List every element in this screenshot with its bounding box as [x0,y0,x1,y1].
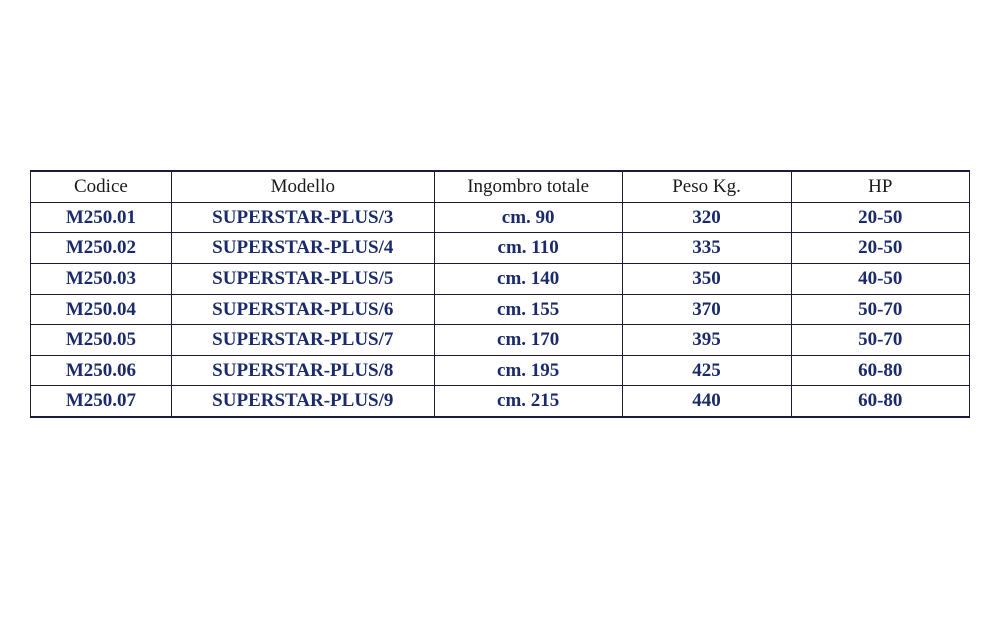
cell-codice: M250.03 [31,263,172,294]
table-row: M250.07 SUPERSTAR-PLUS/9 cm. 215 440 60-… [31,386,970,417]
table-header-row: Codice Modello Ingombro totale Peso Kg. … [31,171,970,202]
cell-peso: 395 [622,325,791,356]
cell-ingombro: cm. 110 [434,233,622,264]
header-codice: Codice [31,171,172,202]
cell-modello: SUPERSTAR-PLUS/5 [171,263,434,294]
cell-hp: 40-50 [791,263,969,294]
cell-peso: 320 [622,202,791,233]
cell-codice: M250.06 [31,355,172,386]
table-row: M250.04 SUPERSTAR-PLUS/6 cm. 155 370 50-… [31,294,970,325]
cell-hp: 60-80 [791,355,969,386]
table-row: M250.01 SUPERSTAR-PLUS/3 cm. 90 320 20-5… [31,202,970,233]
cell-hp: 20-50 [791,233,969,264]
table-row: M250.03 SUPERSTAR-PLUS/5 cm. 140 350 40-… [31,263,970,294]
cell-ingombro: cm. 195 [434,355,622,386]
cell-peso: 335 [622,233,791,264]
cell-peso: 440 [622,386,791,417]
header-modello: Modello [171,171,434,202]
table-body: M250.01 SUPERSTAR-PLUS/3 cm. 90 320 20-5… [31,202,970,417]
table-row: M250.05 SUPERSTAR-PLUS/7 cm. 170 395 50-… [31,325,970,356]
header-hp: HP [791,171,969,202]
cell-hp: 60-80 [791,386,969,417]
cell-hp: 50-70 [791,325,969,356]
cell-peso: 370 [622,294,791,325]
cell-codice: M250.07 [31,386,172,417]
cell-hp: 20-50 [791,202,969,233]
table-row: M250.02 SUPERSTAR-PLUS/4 cm. 110 335 20-… [31,233,970,264]
cell-ingombro: cm. 215 [434,386,622,417]
table-row: M250.06 SUPERSTAR-PLUS/8 cm. 195 425 60-… [31,355,970,386]
cell-peso: 425 [622,355,791,386]
cell-modello: SUPERSTAR-PLUS/7 [171,325,434,356]
cell-modello: SUPERSTAR-PLUS/9 [171,386,434,417]
cell-modello: SUPERSTAR-PLUS/4 [171,233,434,264]
spec-table: Codice Modello Ingombro totale Peso Kg. … [30,170,970,418]
cell-codice: M250.02 [31,233,172,264]
cell-ingombro: cm. 155 [434,294,622,325]
cell-modello: SUPERSTAR-PLUS/3 [171,202,434,233]
cell-ingombro: cm. 140 [434,263,622,294]
header-ingombro: Ingombro totale [434,171,622,202]
table-header: Codice Modello Ingombro totale Peso Kg. … [31,171,970,202]
cell-codice: M250.05 [31,325,172,356]
cell-codice: M250.04 [31,294,172,325]
cell-hp: 50-70 [791,294,969,325]
cell-ingombro: cm. 170 [434,325,622,356]
cell-ingombro: cm. 90 [434,202,622,233]
header-peso: Peso Kg. [622,171,791,202]
cell-modello: SUPERSTAR-PLUS/6 [171,294,434,325]
cell-peso: 350 [622,263,791,294]
cell-codice: M250.01 [31,202,172,233]
cell-modello: SUPERSTAR-PLUS/8 [171,355,434,386]
